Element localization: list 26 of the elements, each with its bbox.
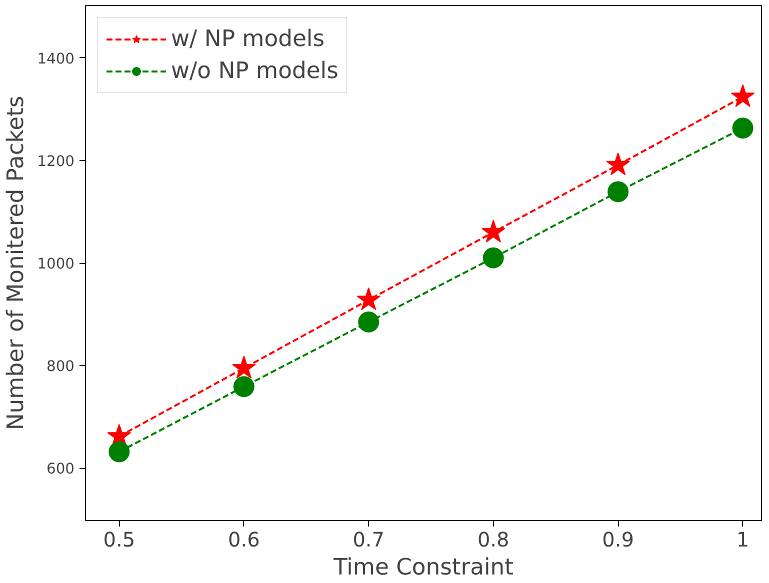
y-tick-label: 1200	[37, 152, 75, 170]
point	[356, 287, 381, 310]
x-tick-label: 1	[736, 528, 750, 552]
x-axis-title: Time Constraint	[332, 554, 514, 580]
y-tick-label: 600	[46, 460, 75, 478]
point	[233, 376, 254, 398]
y-axis-title: Number of Monitered Packets	[3, 96, 30, 430]
point	[358, 312, 380, 332]
x-tick-label: 0.9	[602, 528, 634, 552]
y-tick-label: 1400	[37, 50, 75, 68]
point	[482, 247, 504, 268]
y-tick-label: 800	[46, 358, 75, 376]
y-tick-label: 1000	[37, 256, 75, 272]
point	[232, 356, 256, 378]
x-tick-label: 0.7	[352, 528, 385, 552]
point	[606, 152, 630, 176]
point	[730, 84, 755, 108]
legend-label: w/ NP models	[171, 26, 325, 52]
point	[481, 220, 506, 242]
point	[108, 441, 130, 462]
x-tick-label: 0.5	[103, 528, 136, 552]
point	[732, 118, 754, 139]
x-tick-label: 0.8	[477, 528, 510, 552]
legend-label: w/o NP models	[171, 58, 338, 84]
x-tick-label: 0.6	[228, 528, 260, 552]
point	[608, 181, 629, 202]
